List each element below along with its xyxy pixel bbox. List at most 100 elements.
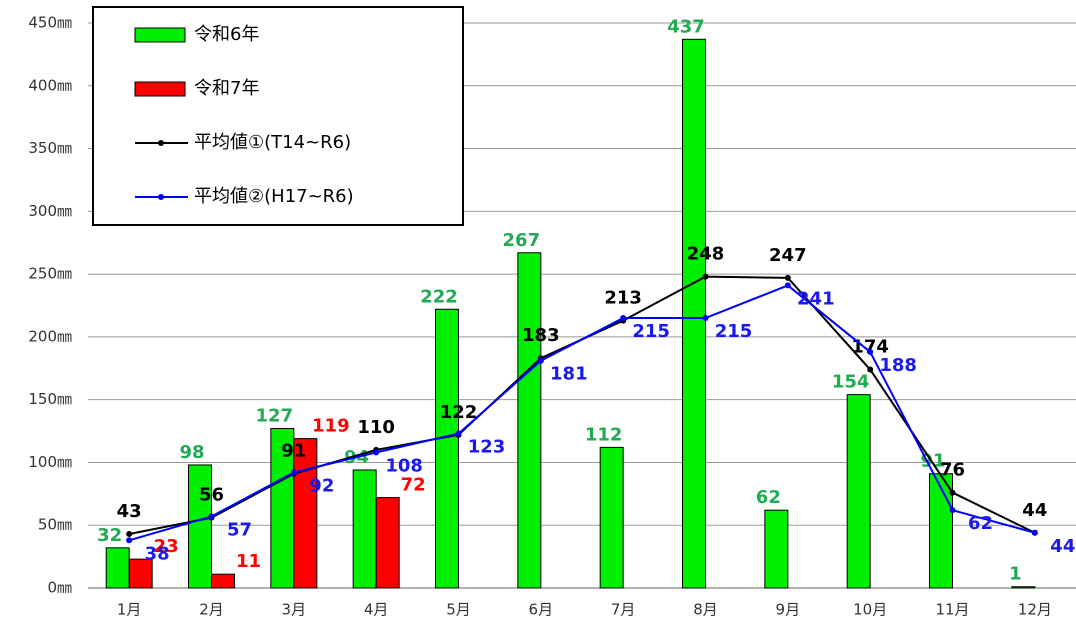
line-marker bbox=[455, 430, 462, 437]
legend-swatch bbox=[158, 140, 164, 146]
line-marker bbox=[537, 357, 544, 364]
line-marker bbox=[784, 274, 791, 281]
data-label: 215 bbox=[632, 321, 670, 342]
data-label: 92 bbox=[309, 475, 334, 496]
data-label: 23 bbox=[154, 536, 179, 557]
data-label: 127 bbox=[256, 406, 294, 427]
data-label: 108 bbox=[385, 455, 423, 476]
data-label: 181 bbox=[550, 364, 588, 385]
line bbox=[128, 284, 1036, 542]
data-label: 110 bbox=[357, 417, 395, 438]
data-label: 241 bbox=[797, 288, 835, 309]
y-tick-label: 100㎜ bbox=[28, 453, 72, 471]
line-marker bbox=[208, 513, 215, 520]
data-label: 98 bbox=[179, 442, 204, 463]
y-tick-label: 200㎜ bbox=[28, 327, 72, 345]
x-tick-label: 2月 bbox=[199, 601, 224, 619]
legend-label: 平均値②(H17~R6) bbox=[194, 186, 354, 207]
data-label: 62 bbox=[968, 513, 993, 534]
data-label: 72 bbox=[401, 475, 426, 496]
y-tick-label: 350㎜ bbox=[28, 139, 72, 157]
line-marker bbox=[867, 348, 874, 355]
data-label: 44 bbox=[1050, 536, 1075, 557]
x-tick-label: 12月 bbox=[1018, 601, 1052, 619]
data-label: 91 bbox=[920, 451, 945, 472]
data-label: 11 bbox=[236, 551, 261, 572]
line-marker bbox=[702, 315, 709, 322]
legend-box bbox=[92, 6, 464, 226]
legend-swatch bbox=[158, 194, 164, 200]
data-label: 57 bbox=[227, 519, 252, 540]
bar bbox=[105, 547, 130, 589]
line-marker bbox=[784, 282, 791, 289]
y-tick-label: 0㎜ bbox=[47, 579, 72, 597]
bar bbox=[128, 558, 153, 589]
bar bbox=[929, 473, 953, 589]
y-tick-label: 50㎜ bbox=[38, 516, 72, 534]
line-marker bbox=[949, 507, 956, 514]
data-label: 62 bbox=[756, 487, 781, 508]
x-tick-label: 7月 bbox=[611, 601, 636, 619]
line-marker bbox=[126, 531, 133, 538]
bar bbox=[1011, 586, 1036, 589]
legend-swatch bbox=[134, 81, 186, 97]
bar bbox=[517, 252, 542, 589]
data-label: 188 bbox=[879, 355, 917, 376]
data-label: 222 bbox=[420, 286, 458, 307]
line-marker bbox=[949, 489, 956, 496]
bar bbox=[211, 573, 235, 589]
data-label: 154 bbox=[832, 372, 870, 393]
data-label: 119 bbox=[312, 416, 350, 437]
data-label: 32 bbox=[97, 525, 122, 546]
data-label: 267 bbox=[503, 230, 541, 251]
legend-label: 令和7年 bbox=[194, 78, 259, 99]
data-label: 213 bbox=[604, 288, 642, 309]
y-tick-label: 450㎜ bbox=[28, 14, 72, 32]
data-label: 76 bbox=[940, 460, 965, 481]
legend-swatch bbox=[134, 27, 186, 43]
x-tick-label: 6月 bbox=[529, 601, 554, 619]
bar bbox=[599, 446, 624, 589]
bar bbox=[846, 394, 871, 589]
data-label: 215 bbox=[715, 321, 753, 342]
bar bbox=[435, 308, 459, 589]
data-label: 91 bbox=[281, 441, 306, 462]
data-label: 247 bbox=[769, 245, 807, 266]
data-label: 112 bbox=[585, 424, 623, 445]
data-label: 38 bbox=[145, 543, 170, 564]
line-marker bbox=[620, 315, 627, 322]
x-tick-label: 9月 bbox=[776, 601, 801, 619]
data-label: 56 bbox=[199, 485, 224, 506]
bar bbox=[293, 438, 318, 589]
bar bbox=[352, 469, 377, 589]
y-tick-label: 400㎜ bbox=[28, 76, 72, 94]
legend-label: 平均値①(T14~R6) bbox=[194, 132, 351, 153]
x-tick-label: 11月 bbox=[935, 601, 969, 619]
legend-label: 令和6年 bbox=[194, 24, 259, 45]
data-label: 1 bbox=[1009, 564, 1022, 585]
bar bbox=[375, 497, 400, 589]
data-label: 122 bbox=[440, 402, 478, 423]
x-tick-label: 5月 bbox=[446, 601, 471, 619]
bar bbox=[682, 38, 706, 589]
x-tick-label: 4月 bbox=[364, 601, 389, 619]
y-tick-label: 150㎜ bbox=[28, 390, 72, 408]
data-label: 174 bbox=[851, 337, 889, 358]
y-tick-label: 300㎜ bbox=[28, 202, 72, 220]
data-label: 123 bbox=[468, 437, 506, 458]
data-label: 44 bbox=[1022, 500, 1047, 521]
line-marker bbox=[126, 537, 133, 544]
line-marker bbox=[290, 469, 297, 476]
data-label: 248 bbox=[687, 244, 725, 265]
y-tick-label: 250㎜ bbox=[28, 265, 72, 283]
x-tick-label: 1月 bbox=[117, 601, 142, 619]
line-marker bbox=[373, 449, 380, 456]
data-label: 437 bbox=[667, 16, 705, 37]
x-tick-label: 8月 bbox=[693, 601, 718, 619]
data-label: 183 bbox=[522, 325, 560, 346]
line-marker bbox=[1031, 529, 1038, 536]
line-marker bbox=[867, 366, 874, 373]
x-tick-label: 3月 bbox=[282, 601, 307, 619]
